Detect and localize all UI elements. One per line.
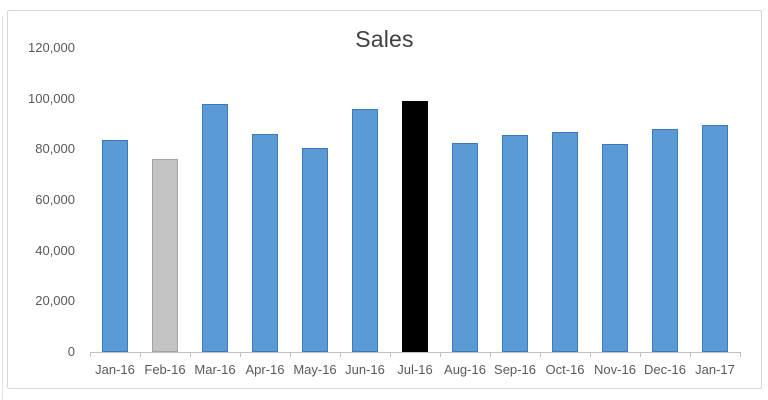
y-tick-label: 60,000 [35,192,75,207]
x-tick-label: Sep-16 [494,362,536,377]
x-axis-tick [90,352,91,357]
y-tick-label: 20,000 [35,293,75,309]
x-axis-tick [540,352,541,357]
bar-jan-17[interactable] [702,125,728,352]
x-axis-tick [740,352,741,357]
x-axis-tick [190,352,191,357]
bar-mar-16[interactable] [202,104,228,352]
x-tick-label: Jan-16 [95,362,135,377]
bar-nov-16[interactable] [602,144,628,352]
x-axis-tick [340,352,341,357]
x-tick-label: Feb-16 [144,362,186,377]
x-axis-tick [240,352,241,357]
x-tick-label: Mar-16 [194,362,236,377]
y-tick-label: 120,000 [28,40,75,55]
bar-dec-16[interactable] [652,129,678,352]
bar-sep-16[interactable] [502,135,528,352]
x-axis-tick [440,352,441,357]
x-axis-tick [640,352,641,357]
bar-oct-16[interactable] [552,132,578,352]
y-tick-label: 40,000 [35,242,75,258]
x-axis-tick [290,352,291,357]
x-tick-label: May-16 [293,362,337,377]
y-tick-label: 100,000 [28,90,75,106]
x-axis-tick [690,352,691,357]
chart-title: Sales [355,26,414,52]
x-axis-tick [140,352,141,357]
x-tick-label: Nov-16 [594,362,636,377]
x-axis-tick [590,352,591,357]
x-tick-label: Aug-16 [444,362,486,377]
y-tick-label: 80,000 [35,141,75,157]
x-tick-label: Jan-17 [695,362,735,377]
chart-frame[interactable]: Sales 0 20,000 40,000 60,000 80,000 100,000 12… [7,10,762,389]
x-tick-label: Dec-16 [644,362,686,377]
window-edge-line [2,16,3,400]
y-tick-label: 0 [67,344,75,359]
x-tick-label: Apr-16 [245,362,285,377]
bar-jul-16[interactable] [402,101,428,352]
bar-feb-16[interactable] [152,159,178,352]
bar-apr-16[interactable] [252,134,278,352]
x-axis-tick [490,352,491,357]
bar-aug-16[interactable] [452,143,478,352]
x-tick-label: Oct-16 [545,362,585,377]
bar-jan-16[interactable] [102,140,128,352]
bar-jun-16[interactable] [352,109,378,352]
x-tick-label: Jul-16 [397,362,433,377]
x-tick-label: Jun-16 [345,362,385,377]
bar-may-16[interactable] [302,148,328,352]
x-axis-tick [390,352,391,357]
x-axis-line [90,352,741,353]
